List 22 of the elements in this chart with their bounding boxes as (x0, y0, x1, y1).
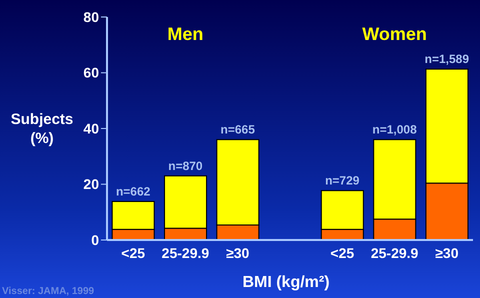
y-tick-label: 20 (83, 176, 100, 192)
annotation: n=1,589 (424, 52, 470, 66)
x-tick-label: <25 (121, 244, 146, 261)
y-tick-label: 40 (83, 120, 100, 136)
text: Visser: JAMA, 1999 (2, 286, 95, 297)
x-axis-title: BMI (kg/m²) (242, 274, 330, 291)
y-tick-label: 60 (83, 64, 100, 81)
y-tick-label: 0 (91, 232, 100, 248)
annotation: n=1,008 (372, 122, 418, 137)
x-tick-label: ≥30 (435, 244, 459, 261)
annotation: Men (167, 24, 204, 44)
annotation: Women (362, 24, 427, 44)
x-tick-label: 25-29.9 (370, 244, 419, 261)
annotation: n=729 (325, 174, 360, 188)
x-tick-label: 25-29.9 (162, 244, 210, 261)
y-axis-title: Subjects (%) (10, 111, 74, 147)
y-tick-label: 80 (83, 8, 100, 25)
x-tick-label: ≥30 (226, 244, 250, 261)
annotation: n=662 (116, 184, 151, 199)
x-tick-label: <25 (330, 244, 354, 261)
annotation: n=665 (220, 122, 256, 137)
annotation: n=870 (168, 158, 203, 173)
